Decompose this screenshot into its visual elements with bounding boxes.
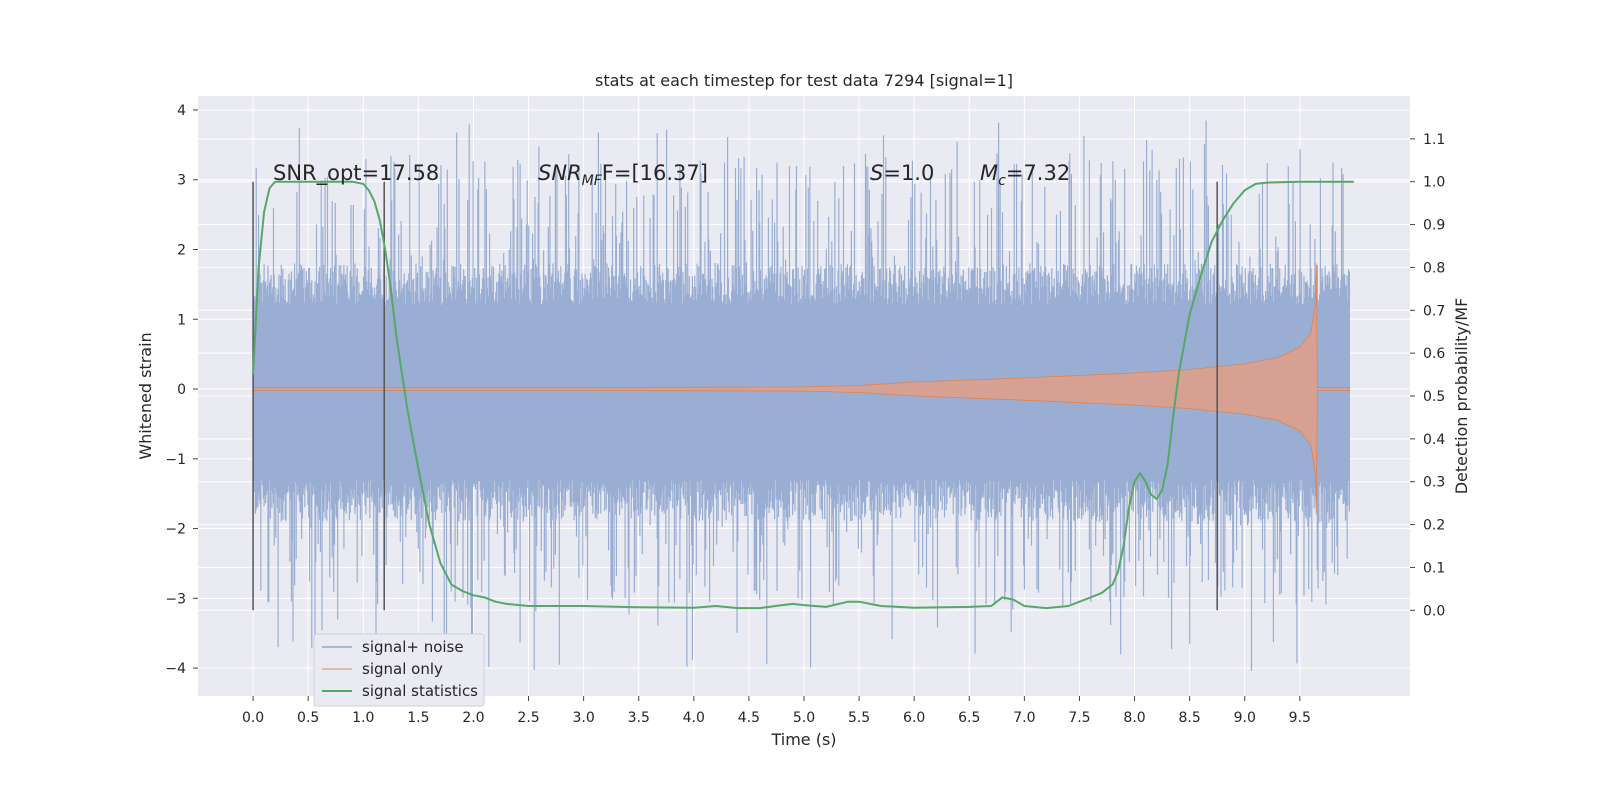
y-tick-label-left: 2 xyxy=(177,242,186,258)
annotation-s: S=1.0 xyxy=(870,161,934,185)
x-tick-label: 6.0 xyxy=(903,710,925,726)
series-signal-only xyxy=(252,263,1350,515)
y-tick-label-right: 0.2 xyxy=(1423,518,1445,534)
y-tick-label-left: 1 xyxy=(177,312,186,328)
y-tick-label-right: 0.5 xyxy=(1423,389,1445,405)
x-tick-label: 9.5 xyxy=(1289,710,1311,726)
x-tick-label: 8.0 xyxy=(1123,710,1145,726)
y-axis-label-left: Whitened strain xyxy=(136,332,155,459)
y-tick-label-right: 0.6 xyxy=(1423,346,1445,362)
x-tick-label: 3.0 xyxy=(573,710,595,726)
x-tick-label: 7.5 xyxy=(1068,710,1090,726)
y-tick-label-left: −2 xyxy=(165,522,186,538)
x-tick-label: 2.0 xyxy=(462,710,484,726)
x-tick-label: 1.0 xyxy=(352,710,374,726)
x-tick-label: 9.0 xyxy=(1234,710,1256,726)
y-tick-label-left: 0 xyxy=(177,382,186,398)
x-tick-label: 7.0 xyxy=(1013,710,1035,726)
vertical-markers xyxy=(252,181,1218,611)
x-tick-label: 0.0 xyxy=(242,710,264,726)
x-tick-label: 0.5 xyxy=(297,710,319,726)
y-tick-label-right: 0.9 xyxy=(1423,218,1445,234)
x-tick-label: 3.5 xyxy=(628,710,650,726)
x-tick-label: 5.0 xyxy=(793,710,815,726)
y-tick-label-right: 0.7 xyxy=(1423,303,1445,319)
series-signal-statistics xyxy=(252,180,1354,610)
y-tick-label-right: 1.1 xyxy=(1423,132,1445,148)
y-tick-label-right: 0.4 xyxy=(1423,432,1445,448)
y-tick-label-left: 4 xyxy=(177,103,186,119)
legend-label-signal-statistics: signal statistics xyxy=(362,682,478,700)
signal-statistics-line xyxy=(252,180,1354,610)
x-tick-label: 5.5 xyxy=(848,710,870,726)
axis-ticks: 0.0 0.5 1.0 1.5 2.0 2.5 3.0 3.5 4.0 4.5 5.0 5.5 6.0 6… xyxy=(165,103,1445,726)
chart-title: stats at each timestep for test data 729… xyxy=(595,71,1013,90)
y-tick-label-right: 0.1 xyxy=(1423,560,1445,576)
signal-only-area xyxy=(252,263,1350,515)
x-tick-label: 2.5 xyxy=(517,710,539,726)
y-tick-label-left: −4 xyxy=(165,661,186,677)
x-tick-label: 4.5 xyxy=(738,710,760,726)
annotation-mc: Mc=7.32 xyxy=(980,161,1070,189)
x-tick-label: 1.5 xyxy=(407,710,429,726)
y-tick-label-left: −1 xyxy=(165,452,186,468)
legend-label-signal-noise: signal+ noise xyxy=(362,638,464,656)
y-tick-label-right: 0.8 xyxy=(1423,260,1445,276)
y-tick-label-left: −3 xyxy=(165,591,186,607)
legend-label-signal-only: signal only xyxy=(362,660,443,678)
annotation-snr-opt: SNR_opt=17.58 xyxy=(273,161,439,186)
x-tick-label: 6.5 xyxy=(958,710,980,726)
legend-box xyxy=(313,633,485,707)
x-tick-label: 4.0 xyxy=(683,710,705,726)
y-axis-label-right: Detection probability/MF xyxy=(1452,298,1471,495)
legend: signal+ noise signal only signal statist… xyxy=(313,633,485,707)
x-tick-label: 8.5 xyxy=(1179,710,1201,726)
y-tick-label-right: 0.0 xyxy=(1423,603,1445,619)
x-axis-label: Time (s) xyxy=(770,730,836,749)
y-tick-label-right: 1.0 xyxy=(1423,175,1445,191)
y-tick-label-left: 3 xyxy=(177,173,186,189)
annotation-snr-mf: SNRMFF=[16.37] xyxy=(538,161,708,189)
y-tick-label-right: 0.3 xyxy=(1423,475,1445,491)
